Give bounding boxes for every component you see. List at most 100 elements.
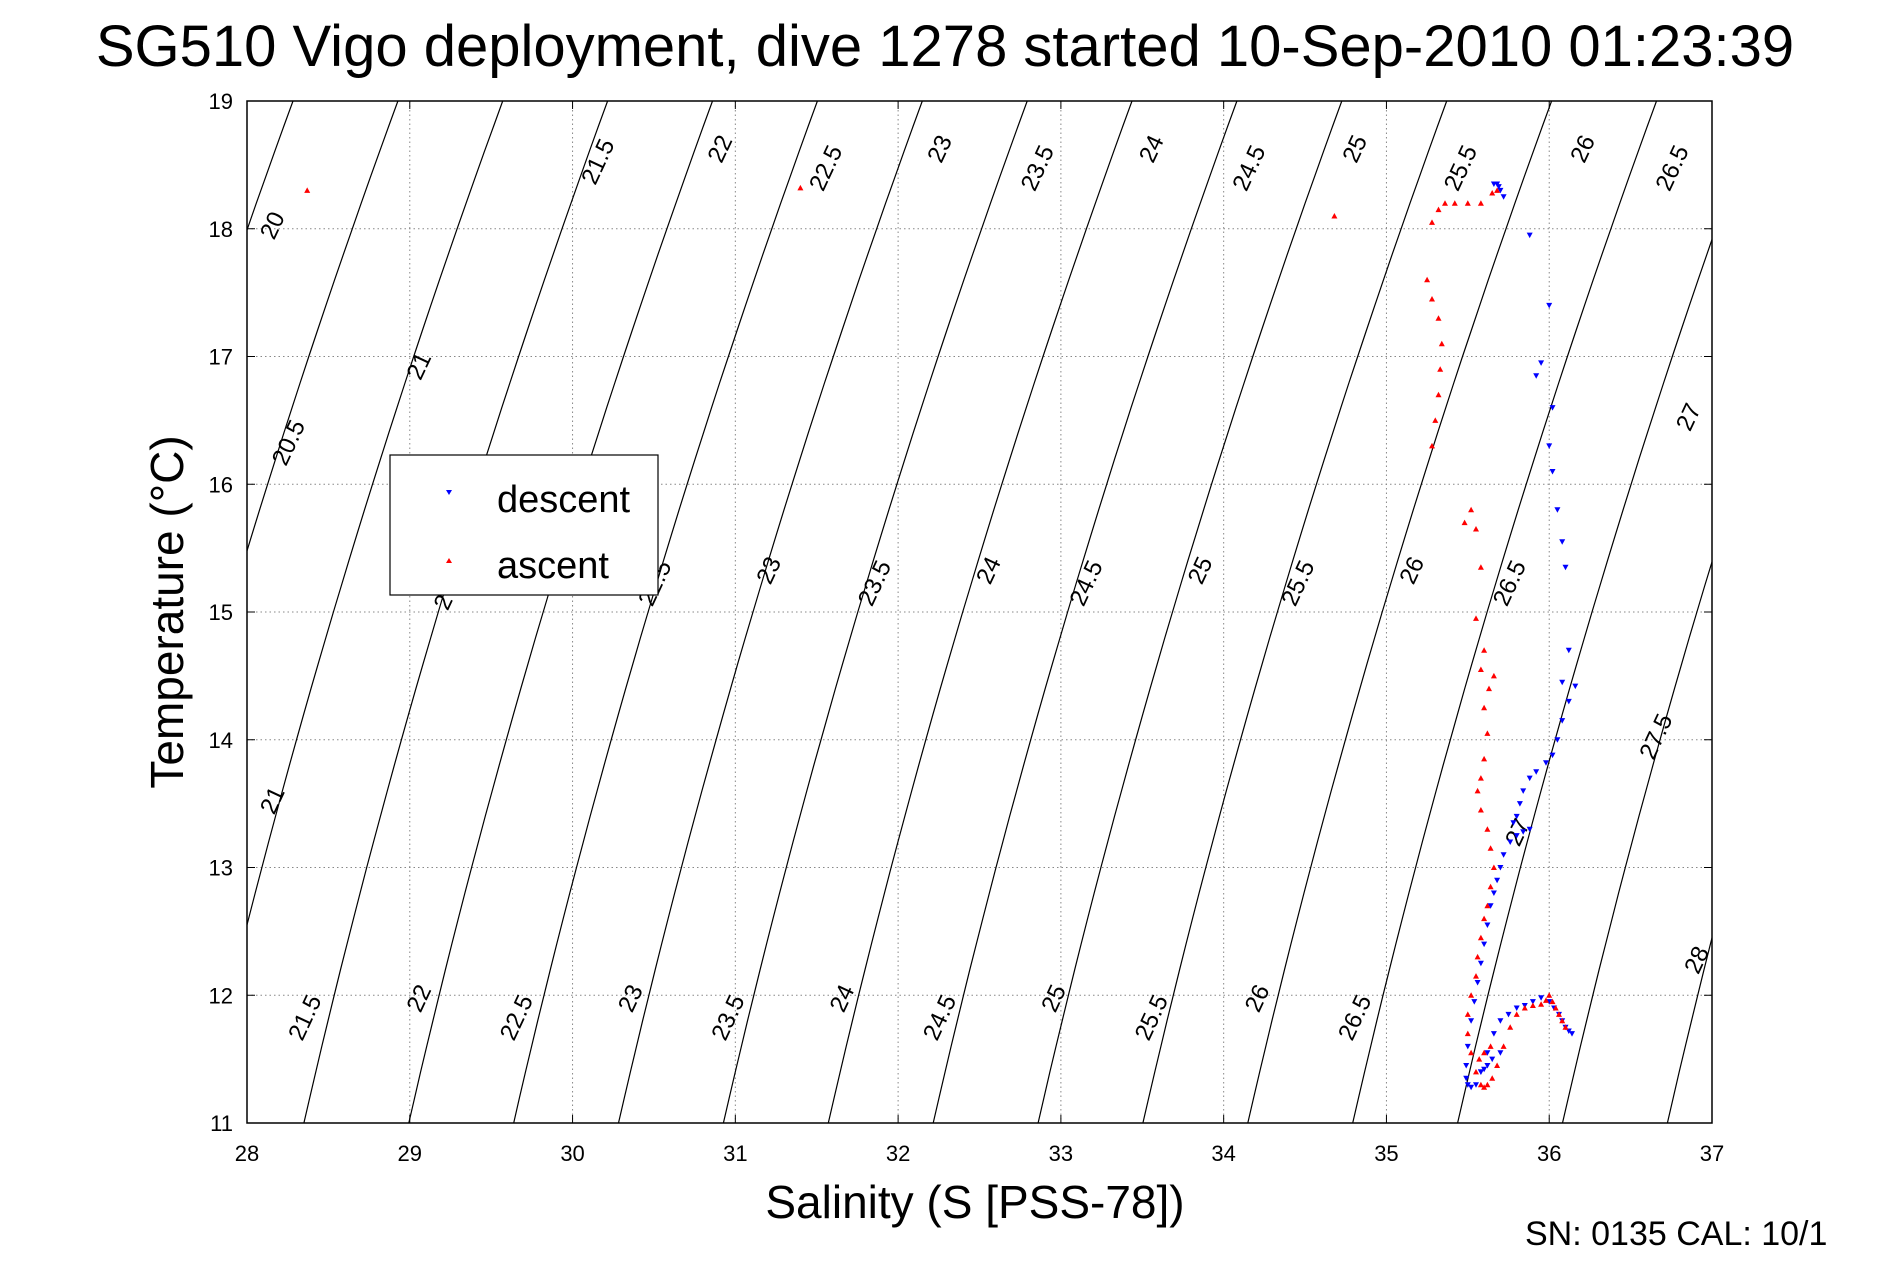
descent-point [1520, 829, 1527, 835]
descent-point [1549, 405, 1556, 411]
ascent-point [1521, 1005, 1528, 1011]
x-tick-label: 37 [1700, 1141, 1724, 1166]
contour-label: 25 [1036, 981, 1072, 1017]
descent-point [1513, 1005, 1520, 1011]
ascent-point [1464, 1011, 1471, 1017]
ascent-point [1477, 666, 1484, 672]
contour-label: 26 [1240, 981, 1276, 1017]
descent-point [1546, 999, 1553, 1005]
descent-point [1546, 302, 1553, 309]
contour-label: 21.5 [576, 135, 620, 189]
ascent-point [1435, 391, 1442, 398]
ascent-point [1331, 213, 1338, 219]
ascent-point [1438, 340, 1445, 347]
ascent-point [1477, 934, 1484, 941]
y-tick-label: 16 [209, 472, 233, 497]
ascent-point [304, 187, 311, 193]
x-tick-label: 36 [1537, 1141, 1561, 1166]
x-axis-ticks: 28 29 30 31 32 33 34 35 36 37 [235, 101, 1724, 1166]
ascent-point [1486, 685, 1492, 692]
ascent-point [1484, 902, 1491, 909]
descent-point [1533, 769, 1540, 775]
ascent-point [1464, 200, 1471, 206]
contour-label: 22.5 [495, 991, 539, 1045]
serial-calibration-footer: SN: 0135 CAL: 10/1 [1525, 1215, 1827, 1253]
density-contour-line [1772, 101, 1891, 1123]
descent-point [1495, 184, 1502, 190]
ascent-point [1477, 200, 1484, 206]
density-contour-line [1352, 101, 1658, 1123]
ascent-point [1552, 1005, 1559, 1011]
contour-label: 21.5 [283, 991, 327, 1045]
x-tick-label: 32 [886, 1141, 910, 1166]
ascent-point [1487, 1043, 1494, 1049]
contour-label: 21 [255, 783, 291, 819]
ascent-point [1481, 915, 1488, 922]
density-contour-line [1037, 101, 1343, 1123]
contour-label: 24.5 [1227, 141, 1271, 195]
descent-point [1500, 852, 1507, 858]
descent-point [1484, 1050, 1491, 1056]
descent-point [1520, 788, 1527, 794]
density-contour-line [513, 101, 818, 1123]
ascent-point [1432, 417, 1439, 423]
ascent-point [1487, 845, 1494, 851]
legend-box [389, 454, 659, 596]
descent-point [1505, 1011, 1512, 1018]
ascent-point [1468, 506, 1475, 513]
legend-label-ascent: ascent [497, 545, 609, 587]
descent-point [1497, 1018, 1504, 1024]
y-tick-label: 17 [209, 345, 233, 370]
x-tick-label: 29 [398, 1141, 422, 1166]
data-series [304, 181, 1579, 1091]
contour-label: 25.5 [1439, 141, 1483, 195]
ascent-point [1477, 1081, 1484, 1088]
contour-label: 23.5 [853, 556, 897, 610]
descent-point [1549, 752, 1556, 759]
descent-point [1471, 999, 1478, 1005]
y-tick-label: 12 [209, 983, 233, 1008]
ascent-point [1451, 200, 1458, 206]
grid [247, 101, 1712, 1123]
ascent-point [1556, 1011, 1562, 1017]
contour-label: 26.5 [1650, 141, 1694, 195]
density-contour-line [1561, 559, 1712, 1123]
ascent-point [1429, 219, 1435, 225]
descent-point [1572, 683, 1579, 690]
x-tick-label: 28 [235, 1141, 259, 1166]
contour-label: 20 [255, 208, 291, 244]
ascent-point [797, 184, 804, 191]
density-contour-line [1142, 101, 1448, 1123]
descent-point [1497, 187, 1504, 194]
descent-point [1507, 839, 1514, 845]
descent-point [1481, 941, 1488, 948]
legend-marker-ascent [446, 558, 452, 563]
ascent-point [1484, 1081, 1491, 1088]
descent-point [1526, 826, 1533, 833]
ascent-point [1489, 190, 1496, 196]
descent-point [1464, 1043, 1471, 1050]
contour-label: 24 [971, 553, 1007, 589]
descent-point [1473, 1082, 1479, 1088]
descent-point [1463, 1063, 1470, 1069]
contour-label: 23 [922, 131, 958, 167]
descent-point [1565, 1028, 1572, 1034]
y-tick-label: 14 [209, 728, 233, 753]
ascent-point [1461, 519, 1468, 526]
descent-point [1510, 820, 1517, 826]
descent-point [1489, 1056, 1496, 1063]
descent-point [1554, 737, 1561, 743]
ascent-point [1490, 672, 1497, 679]
descent-point [1526, 775, 1533, 782]
descent-point [1559, 539, 1566, 545]
contour-label: 24.5 [1064, 556, 1108, 610]
ascent-point [1481, 1049, 1488, 1056]
x-tick-label: 33 [1049, 1141, 1073, 1166]
ascent-point [1490, 864, 1497, 870]
density-contours [247, 101, 1891, 1123]
descent-point [1559, 718, 1566, 724]
y-axis-ticks: 11 12 13 14 15 16 17 18 19 [209, 89, 1712, 1136]
descent-point [1487, 903, 1494, 909]
contour-label: 26.5 [1488, 556, 1532, 610]
